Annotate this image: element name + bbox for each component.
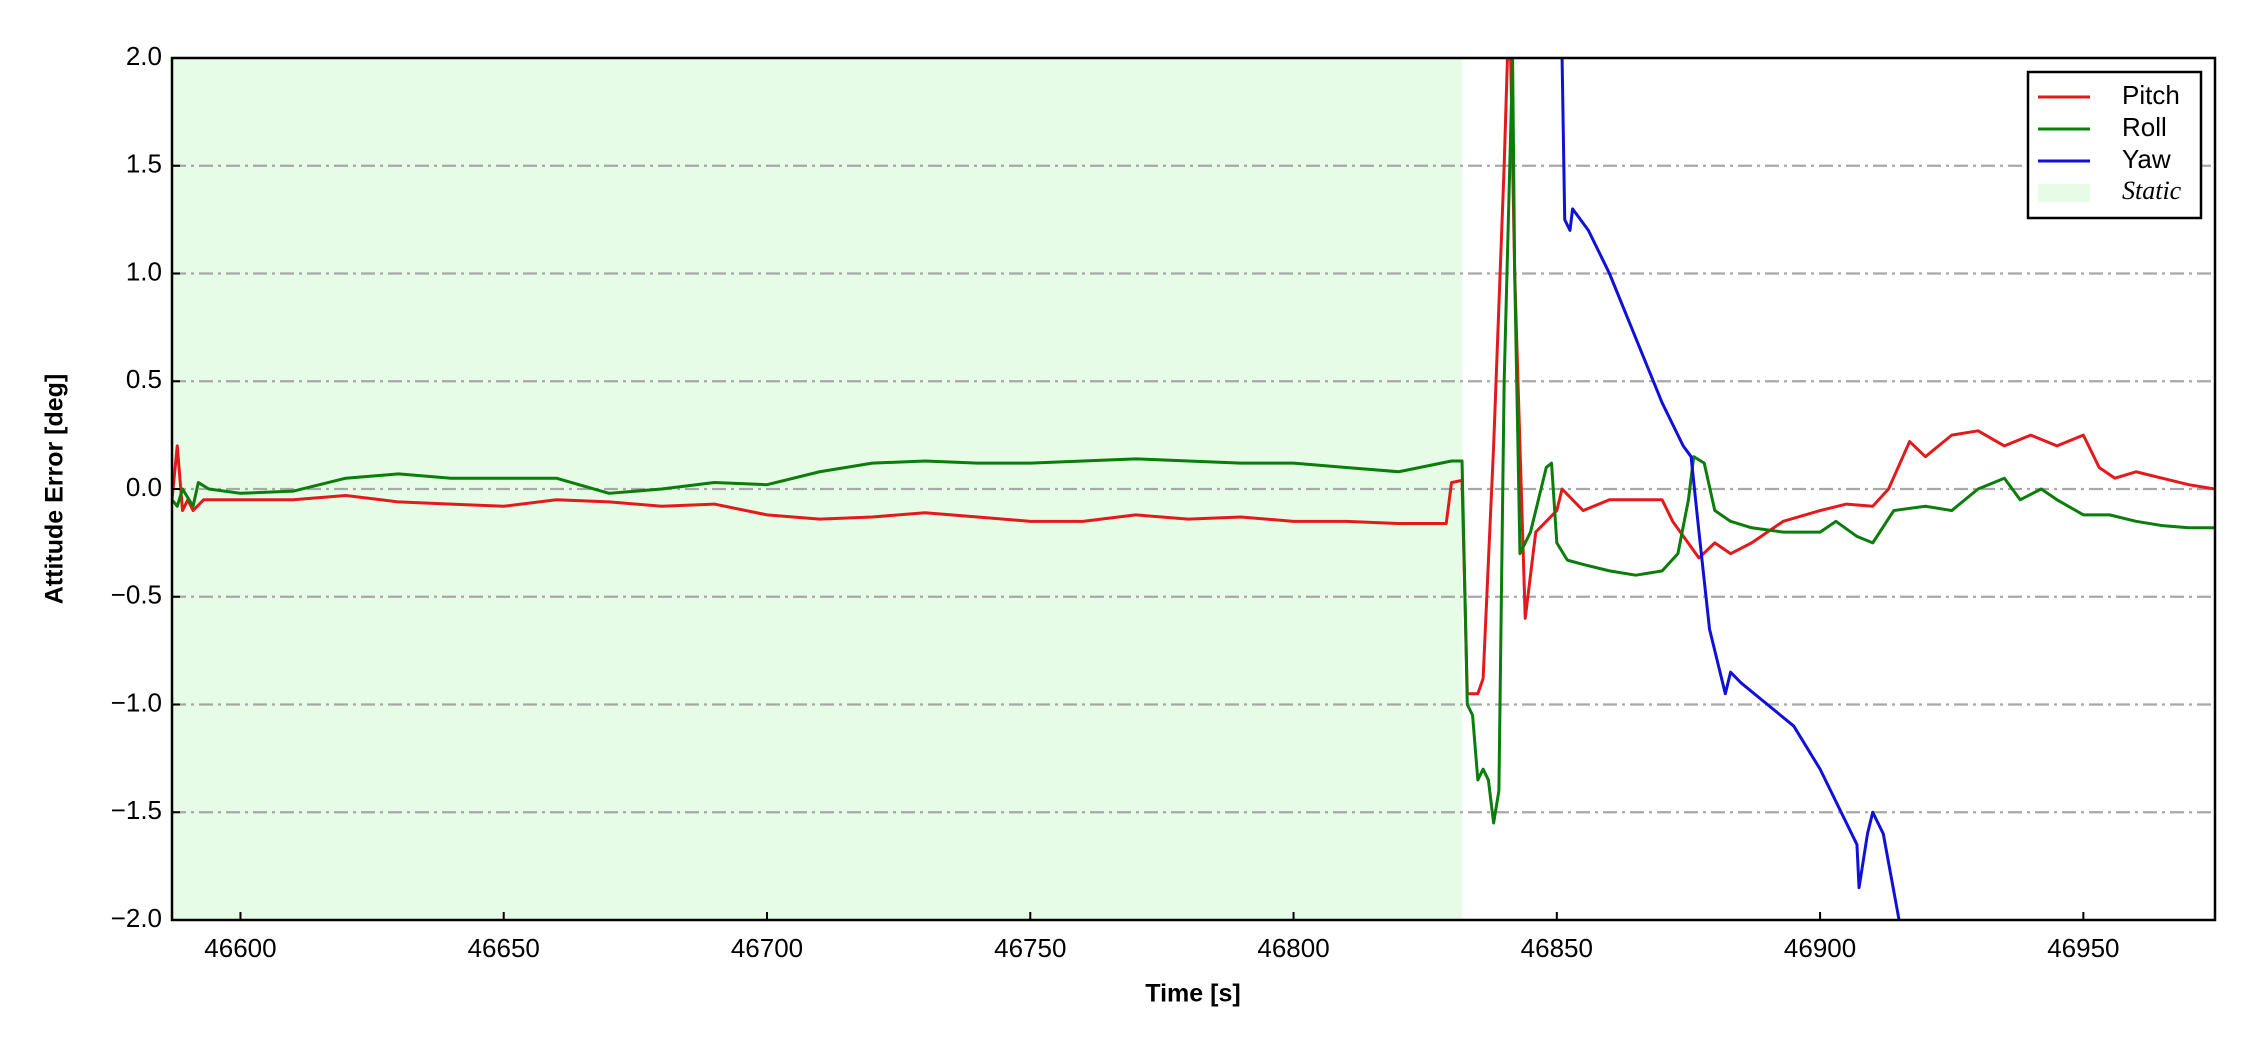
grid-layer bbox=[172, 164, 2215, 814]
x-tick-label: 46950 bbox=[2047, 933, 2119, 963]
legend-label: Pitch bbox=[2122, 80, 2180, 110]
x-tick-label: 46900 bbox=[1784, 933, 1856, 963]
static-span bbox=[172, 58, 1463, 920]
y-tick-label: 2.0 bbox=[126, 41, 162, 71]
y-tick-label: −1.5 bbox=[111, 795, 162, 825]
y-tick-label: 1.0 bbox=[126, 256, 162, 286]
y-tick-label: −0.5 bbox=[111, 580, 162, 610]
x-tick-label: 46650 bbox=[468, 933, 540, 963]
legend-label: Yaw bbox=[2122, 144, 2171, 174]
y-tick-label: 1.5 bbox=[126, 149, 162, 179]
y-axis-label: Attitude Error [deg] bbox=[41, 374, 69, 605]
x-tick-label: 46750 bbox=[994, 933, 1066, 963]
x-tick-label: 46800 bbox=[1257, 933, 1329, 963]
legend-swatch bbox=[2038, 184, 2090, 202]
series-line bbox=[172, 58, 2215, 825]
series-line bbox=[172, 58, 2215, 696]
x-axis-label: Time [s] bbox=[1145, 980, 1240, 1008]
y-tick-label: −2.0 bbox=[111, 903, 162, 933]
x-tick-label: 46850 bbox=[1521, 933, 1593, 963]
legend-label: Static bbox=[2122, 176, 2182, 205]
axis-layer: −2.0 −1.5 −1.0 −0.5 0.0 0.5 1.0 1.5 2.0 46600 4665… bbox=[111, 41, 2120, 963]
line-layer bbox=[172, 58, 2215, 920]
y-tick-label: −1.0 bbox=[111, 687, 162, 717]
x-tick-label: 46600 bbox=[204, 933, 276, 963]
legend-label: Roll bbox=[2122, 112, 2167, 142]
y-tick-label: 0.0 bbox=[126, 472, 162, 502]
span-layer bbox=[172, 58, 1463, 920]
series-line bbox=[1560, 58, 1901, 920]
x-tick-label: 46700 bbox=[731, 933, 803, 963]
y-tick-label: 0.5 bbox=[126, 364, 162, 394]
